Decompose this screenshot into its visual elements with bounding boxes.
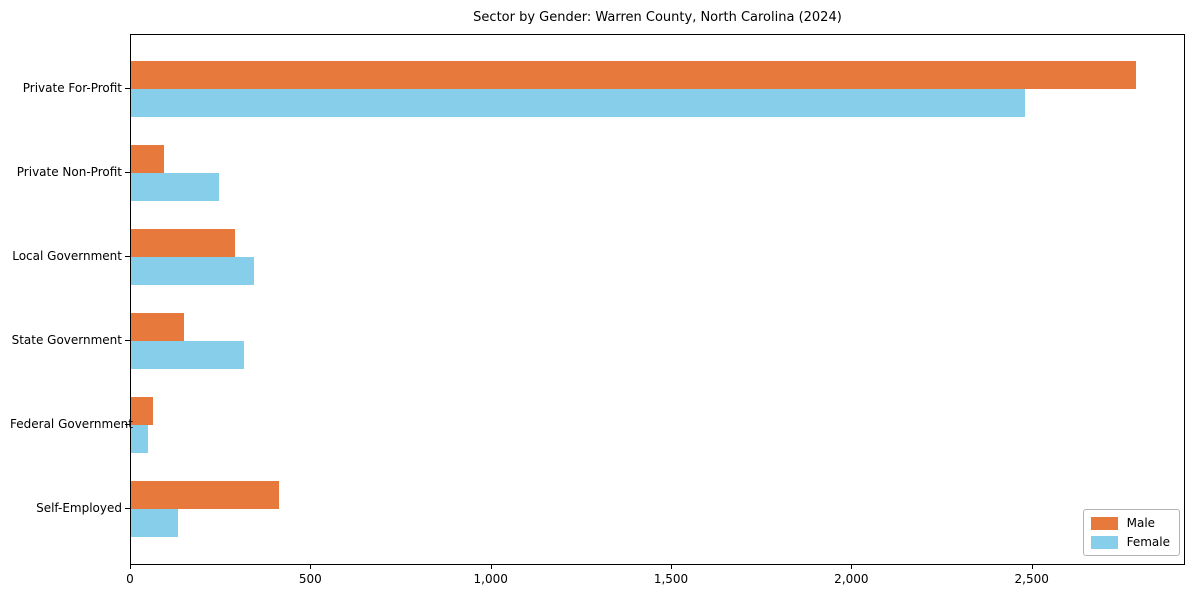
legend-swatch-male	[1090, 516, 1118, 530]
bar-female-state-government	[131, 341, 244, 369]
ytick-mark	[125, 508, 130, 509]
bar-female-local-government	[131, 257, 254, 285]
ytick-mark	[125, 340, 130, 341]
ytick-mark	[125, 172, 130, 173]
ytick-label-local-government: Local Government	[12, 249, 122, 263]
plot-area: Male Female	[130, 34, 1185, 565]
bar-male-state-government	[131, 313, 184, 341]
bar-male-self-employed	[131, 481, 279, 509]
xtick-mark	[490, 565, 492, 569]
ytick-label-state-government: State Government	[11, 333, 122, 347]
xtick-label-2000: 2,000	[834, 572, 869, 586]
xtick-mark	[310, 565, 312, 569]
ytick-label-federal-government: Federal Government	[10, 417, 133, 431]
legend: Male Female	[1082, 509, 1180, 556]
xtick-mark	[671, 565, 673, 569]
legend-label-male: Male	[1126, 516, 1156, 530]
bar-male-private-non-profit	[131, 145, 164, 173]
chart-title: Sector by Gender: Warren County, North C…	[473, 10, 842, 25]
xtick-label-0: 0	[126, 572, 134, 586]
bar-female-federal-government	[131, 425, 148, 453]
legend-swatch-female	[1090, 535, 1118, 549]
bar-male-federal-government	[131, 397, 153, 425]
bar-female-private-non-profit	[131, 173, 219, 201]
bar-male-local-government	[131, 229, 235, 257]
xtick-mark	[851, 565, 853, 569]
ytick-mark	[125, 424, 130, 425]
xtick-mark	[130, 565, 131, 569]
legend-entry-female: Female	[1090, 535, 1170, 549]
xtick-label-1000: 1,000	[473, 572, 508, 586]
ytick-label-private-for-profit: Private For-Profit	[22, 81, 122, 95]
ytick-mark	[125, 256, 130, 257]
bar-female-private-for-profit	[131, 89, 1025, 117]
ytick-label-self-employed: Self-Employed	[36, 501, 122, 515]
xtick-mark	[1031, 565, 1033, 569]
bar-male-private-for-profit	[131, 61, 1136, 89]
legend-label-female: Female	[1126, 535, 1170, 549]
ytick-label-private-non-profit: Private Non-Profit	[16, 165, 122, 179]
xtick-label-1500: 1,500	[653, 572, 689, 586]
xtick-label-2500: 2,500	[1014, 572, 1049, 586]
bar-female-self-employed	[131, 509, 178, 537]
xtick-label-500: 500	[298, 572, 322, 586]
legend-entry-male: Male	[1090, 516, 1170, 530]
ytick-mark	[125, 88, 130, 89]
